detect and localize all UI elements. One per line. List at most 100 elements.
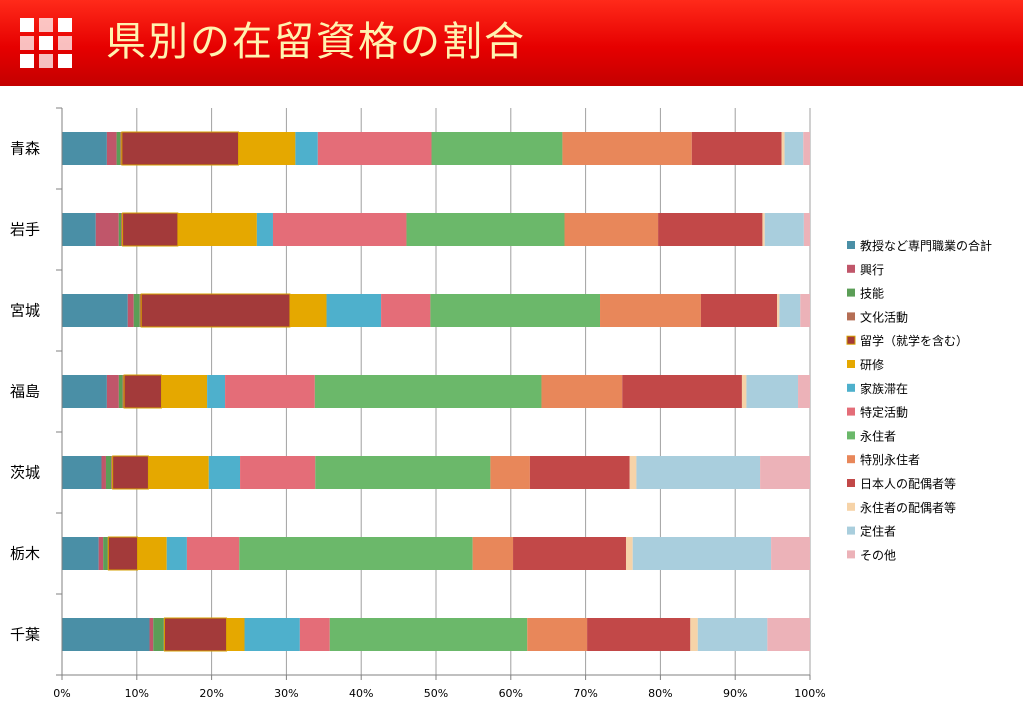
- legend-swatch: [846, 335, 856, 345]
- bar-segment: [122, 212, 179, 247]
- legend-label: 教授など専門職業の合計: [860, 238, 992, 253]
- bar-segment: [122, 375, 125, 408]
- bar-segment: [329, 618, 528, 651]
- bar-segment: [240, 456, 316, 489]
- bar-segment: [636, 456, 761, 489]
- bar-segment: [562, 132, 692, 165]
- bar-segment: [746, 375, 799, 408]
- category-label: 千葉: [10, 626, 40, 644]
- bar-segment: [771, 537, 810, 570]
- bar-segment: [803, 213, 810, 246]
- bar-segment: [98, 537, 104, 570]
- legend-label: 定住者: [860, 524, 896, 539]
- legend-label: 家族滞在: [860, 381, 908, 396]
- bar-segment: [779, 294, 801, 327]
- x-tick-label: 80%: [648, 687, 672, 700]
- x-tick-label: 100%: [794, 687, 825, 700]
- bar-segment: [112, 455, 149, 490]
- bar-segment: [658, 213, 763, 246]
- bar-segment: [226, 618, 245, 651]
- bar-segment: [289, 294, 327, 327]
- legend-label: 留学（就学を含む）: [860, 333, 968, 348]
- bar-segment: [118, 375, 123, 408]
- bar-segment: [632, 537, 772, 570]
- bar-segment: [472, 537, 514, 570]
- bar-segment: [798, 375, 810, 408]
- bar-segment: [256, 213, 273, 246]
- legend-swatch: [847, 502, 855, 511]
- bar-segment: [116, 132, 121, 165]
- x-tick-label: 60%: [499, 687, 523, 700]
- bar-segment: [62, 132, 107, 165]
- legend-swatch: [847, 241, 855, 249]
- bar-segment: [133, 294, 140, 327]
- bar-segment: [431, 132, 563, 165]
- legend-swatch: [847, 360, 855, 368]
- bar-segment: [244, 618, 300, 651]
- legend-swatch: [847, 550, 855, 559]
- category-label: 福島: [10, 383, 40, 401]
- bar-segment: [326, 294, 382, 327]
- legend-swatch: [847, 526, 855, 535]
- bar-segment: [381, 294, 431, 327]
- bar-segment: [121, 213, 123, 246]
- chart-bars: [62, 131, 810, 652]
- x-tick-label: 50%: [424, 687, 448, 700]
- legend-swatch: [847, 264, 855, 273]
- chart-axes: 0% 10% 20% 30% 40% 50% 60% 70% 80% 90% 100% 青森岩手宮城福…: [10, 107, 826, 700]
- bar-segment: [299, 618, 330, 651]
- bar-segment: [177, 213, 257, 246]
- bar-segment: [762, 213, 765, 246]
- category-label: 岩手: [10, 221, 40, 239]
- bar-segment: [207, 375, 226, 408]
- legend-swatch: [847, 407, 855, 416]
- bar-segment: [490, 456, 530, 489]
- bar-segment: [691, 132, 782, 165]
- bar-segment: [137, 537, 167, 570]
- bar-segment: [148, 456, 209, 489]
- x-tick-label: 30%: [274, 687, 298, 700]
- bar-segment: [700, 294, 778, 327]
- legend-swatch: [847, 455, 855, 464]
- legend-label: 研修: [860, 357, 884, 372]
- bar-segment: [62, 537, 99, 570]
- bar-segment: [62, 618, 150, 651]
- bar-segment: [777, 294, 780, 327]
- title-banner: 県別の在留資格の割合: [0, 0, 1023, 86]
- bar-segment: [564, 213, 659, 246]
- page-title: 県別の在留資格の割合: [106, 19, 526, 65]
- legend-label: 永住者の配偶者等: [860, 501, 956, 515]
- bar-segment: [106, 375, 119, 408]
- bar-segment: [767, 618, 810, 651]
- x-tick-label: 20%: [199, 687, 223, 700]
- grid-logo-icon: [20, 18, 76, 70]
- bar-segment: [295, 132, 318, 165]
- bar-segment: [760, 456, 810, 489]
- category-label: 栃木: [10, 545, 40, 563]
- bar-segment: [106, 132, 117, 165]
- bar-segment: [238, 132, 296, 165]
- legend-label: その他: [860, 548, 896, 562]
- legend-label: 特別永住者: [860, 452, 920, 467]
- bar-segment: [625, 537, 633, 570]
- legend-swatch: [847, 288, 855, 297]
- bar-segment: [62, 294, 128, 327]
- bar-segment: [784, 132, 804, 165]
- bar-segment: [153, 618, 164, 651]
- legend-swatch: [847, 312, 855, 321]
- bar-segment: [239, 537, 473, 570]
- bar-segment: [697, 618, 768, 651]
- bar-segment: [430, 294, 601, 327]
- bar-segment: [139, 294, 142, 327]
- legend-label: 興行: [860, 263, 884, 277]
- legend-swatch: [847, 431, 855, 440]
- bar-segment: [107, 536, 139, 571]
- bar-segment: [529, 456, 630, 489]
- bar-segment: [105, 456, 112, 489]
- bar-segment: [120, 132, 122, 165]
- bar-segment: [225, 375, 315, 408]
- bar-segment: [406, 213, 565, 246]
- category-label: 宮城: [10, 302, 40, 320]
